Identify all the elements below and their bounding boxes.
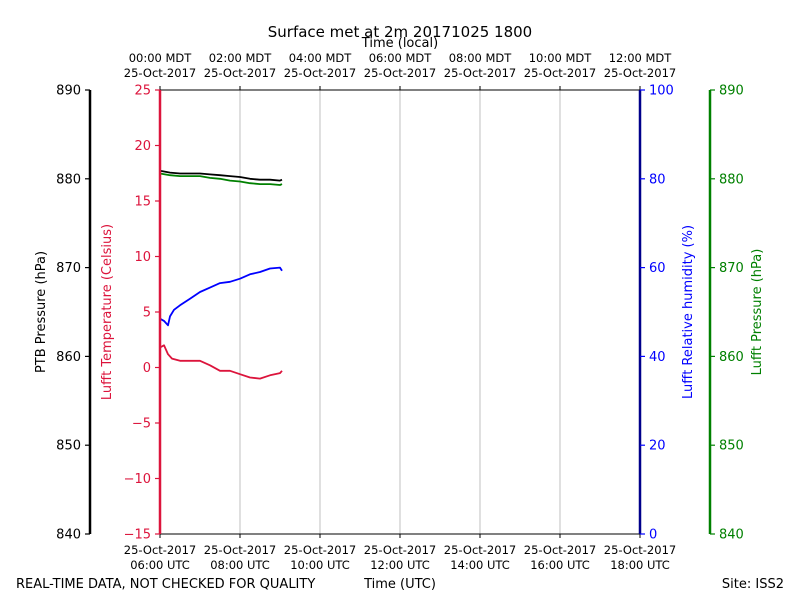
top-tick-label-date: 25-Oct-2017	[364, 66, 436, 80]
top-tick-label-time: 08:00 MDT	[449, 51, 513, 65]
lufft-pressure-tick-label: 890	[719, 84, 744, 99]
temperature-tick-label: 15	[134, 195, 151, 210]
x-tick-label-time: 12:00 UTC	[370, 558, 430, 572]
top-tick-label-date: 25-Oct-2017	[444, 66, 516, 80]
temperature-tick-label: 0	[143, 361, 151, 376]
top-tick-label-date: 25-Oct-2017	[284, 66, 356, 80]
top-tick-label-date: 25-Oct-2017	[204, 66, 276, 80]
site-label: Site: ISS2	[722, 577, 784, 592]
x-tick-label-date: 25-Oct-2017	[124, 543, 196, 557]
x-tick-label-date: 25-Oct-2017	[204, 543, 276, 557]
x-tick-label-time: 08:00 UTC	[210, 558, 270, 572]
x-tick-label-date: 25-Oct-2017	[444, 543, 516, 557]
temperature-tick-label: 25	[134, 84, 151, 99]
ptb-pressure-tick-label: 860	[56, 350, 81, 365]
series-lufft-relative-humidity	[159, 266, 283, 327]
x-tick-label-time: 10:00 UTC	[290, 558, 350, 572]
humidity-tick-label: 100	[649, 84, 674, 99]
x-tick-label-time: 14:00 UTC	[450, 558, 510, 572]
ptb-pressure-tick-label: 890	[56, 84, 81, 99]
series-lufft-pressure	[159, 172, 283, 186]
temperature-tick-label: −10	[124, 472, 151, 487]
top-tick-label-date: 25-Oct-2017	[604, 66, 676, 80]
humidity-tick-label: 0	[649, 528, 657, 543]
x-tick-label-date: 25-Oct-2017	[604, 543, 676, 557]
lufft-pressure-tick-label: 880	[719, 172, 744, 187]
humidity-tick-label: 40	[649, 350, 666, 365]
ptb-pressure-tick-label: 880	[56, 172, 81, 187]
chart-title: Surface met at 2m 20171025 1800	[268, 23, 532, 41]
temperature-tick-label: −5	[132, 417, 151, 432]
humidity-tick-label: 20	[649, 439, 666, 454]
x-tick-label-date: 25-Oct-2017	[364, 543, 436, 557]
top-tick-label-time: 12:00 MDT	[609, 51, 673, 65]
lufft-pressure-tick-label: 840	[719, 528, 744, 543]
temperature-tick-label: 20	[134, 139, 151, 154]
temperature-axis-label: Lufft Temperature (Celsius)	[100, 224, 115, 400]
top-tick-label-time: 00:00 MDT	[129, 51, 193, 65]
top-tick-label-time: 06:00 MDT	[369, 51, 433, 65]
x-tick-label-date: 25-Oct-2017	[524, 543, 596, 557]
x-tick-label-date: 25-Oct-2017	[284, 543, 356, 557]
top-tick-label-date: 25-Oct-2017	[524, 66, 596, 80]
lufft-pressure-tick-label: 860	[719, 350, 744, 365]
top-tick-label-time: 10:00 MDT	[529, 51, 593, 65]
quality-disclaimer: REAL-TIME DATA, NOT CHECKED FOR QUALITY	[16, 577, 315, 592]
lufft-pressure-axis-label: Lufft Pressure (hPa)	[750, 249, 765, 376]
temperature-tick-label: −15	[124, 528, 151, 543]
temperature-tick-label: 5	[143, 306, 151, 321]
ptb-pressure-tick-label: 850	[56, 439, 81, 454]
humidity-tick-label: 80	[649, 172, 666, 187]
top-tick-label-time: 02:00 MDT	[209, 51, 273, 65]
series-ptb-pressure	[159, 169, 283, 182]
bottom-axis-title: Time (UTC)	[363, 577, 436, 592]
data-series	[159, 169, 283, 380]
ptb-pressure-tick-label: 840	[56, 528, 81, 543]
humidity-axis-label: Lufft Relative humidity (%)	[681, 225, 696, 399]
grid-lines	[239, 90, 561, 534]
series-lufft-temperature	[159, 344, 283, 380]
top-axis-title: Time (local)	[361, 36, 438, 51]
lufft-pressure-tick-label: 870	[719, 261, 744, 276]
ptb-pressure-tick-label: 870	[56, 261, 81, 276]
ptb-pressure-axis-label: PTB Pressure (hPa)	[34, 251, 49, 373]
top-tick-label-time: 04:00 MDT	[289, 51, 353, 65]
top-tick-label-date: 25-Oct-2017	[124, 66, 196, 80]
humidity-tick-label: 60	[649, 261, 666, 276]
x-tick-label-time: 16:00 UTC	[530, 558, 590, 572]
lufft-pressure-tick-label: 850	[719, 439, 744, 454]
temperature-tick-label: 10	[134, 250, 151, 265]
x-tick-label-time: 18:00 UTC	[610, 558, 670, 572]
x-tick-label-time: 06:00 UTC	[130, 558, 190, 572]
